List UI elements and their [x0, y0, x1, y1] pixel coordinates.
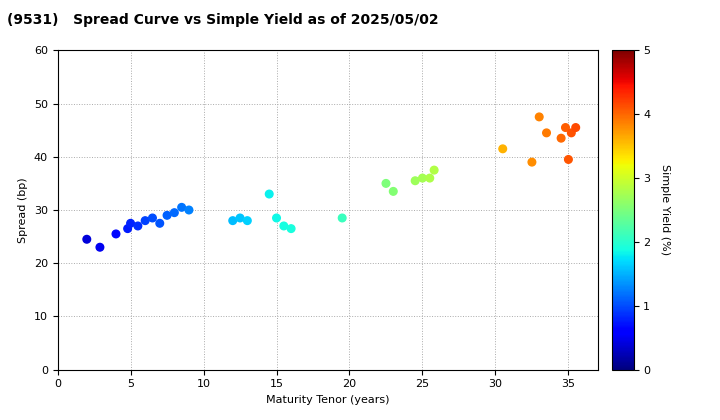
- Point: [278, 223, 289, 229]
- Text: (9531)   Spread Curve vs Simple Yield as of 2025/05/02: (9531) Spread Curve vs Simple Yield as o…: [7, 13, 438, 26]
- Point: [81, 236, 93, 243]
- Point: [285, 225, 297, 232]
- Point: [271, 215, 282, 221]
- Point: [562, 156, 574, 163]
- Point: [497, 145, 508, 152]
- Point: [176, 204, 187, 211]
- Point: [566, 129, 577, 136]
- Point: [534, 113, 545, 120]
- Point: [183, 207, 194, 213]
- Point: [94, 244, 106, 251]
- Point: [168, 209, 180, 216]
- Y-axis label: Spread (bp): Spread (bp): [18, 177, 28, 243]
- Point: [424, 175, 436, 181]
- Point: [570, 124, 582, 131]
- Point: [526, 159, 538, 165]
- Point: [559, 124, 571, 131]
- Y-axis label: Simple Yield (%): Simple Yield (%): [660, 165, 670, 255]
- Point: [428, 167, 440, 173]
- Point: [110, 231, 122, 237]
- Point: [380, 180, 392, 187]
- Point: [147, 215, 158, 221]
- Point: [336, 215, 348, 221]
- Point: [161, 212, 173, 219]
- Point: [125, 220, 136, 227]
- Point: [140, 217, 151, 224]
- Point: [555, 135, 567, 142]
- Point: [264, 191, 275, 197]
- Point: [122, 225, 133, 232]
- Point: [410, 177, 421, 184]
- Point: [132, 223, 143, 229]
- Point: [242, 217, 253, 224]
- X-axis label: Maturity Tenor (years): Maturity Tenor (years): [266, 395, 390, 405]
- Point: [417, 175, 428, 181]
- Point: [234, 215, 246, 221]
- Point: [227, 217, 238, 224]
- Point: [154, 220, 166, 227]
- Point: [387, 188, 399, 195]
- Point: [541, 129, 552, 136]
